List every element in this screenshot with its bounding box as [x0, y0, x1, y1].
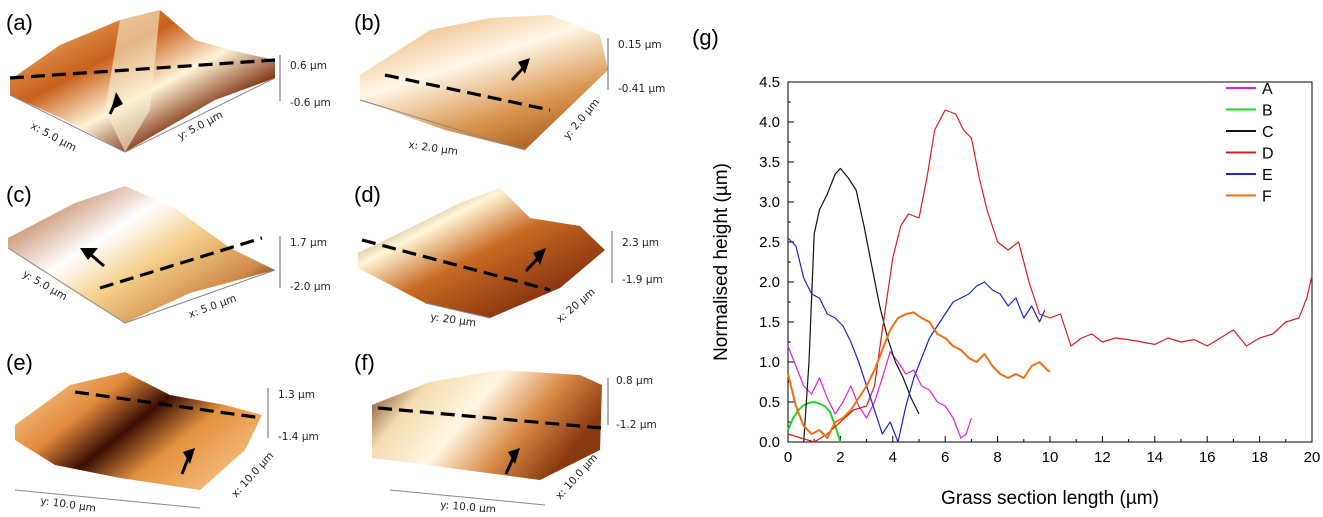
- y-tick-label: 3.5: [759, 154, 780, 171]
- y-tick-label: 0.0: [759, 434, 780, 451]
- y-tick-label: 4.5: [759, 74, 780, 91]
- z-max-d: 2.3 µm: [622, 237, 659, 249]
- x-tick-label: 0: [784, 449, 792, 466]
- panel-label-e: (e): [6, 350, 33, 375]
- arrow-f-shaft: [504, 455, 516, 475]
- arrow-d-shaft: [524, 255, 541, 273]
- panel-label-c: (c): [6, 182, 32, 207]
- z-max-f: 0.8 µm: [616, 375, 653, 387]
- arrow-e-shaft: [180, 455, 191, 475]
- afm-ridge-a: [105, 10, 160, 152]
- arrow-a-shaft: [108, 98, 119, 115]
- z-min-c: -2.0 µm: [290, 281, 331, 293]
- z-min-f: -1.2 µm: [616, 419, 657, 431]
- panel-label-f: (f): [354, 350, 375, 375]
- x-tick-label: 20: [1304, 449, 1321, 466]
- y-edge-c: [124, 269, 276, 324]
- y-tick-label: 1.5: [759, 314, 780, 331]
- x-tick-label: 2: [836, 449, 844, 466]
- arrow-d: [533, 248, 546, 265]
- x-tick-label: 12: [1094, 449, 1111, 466]
- legend-label-d: D: [1262, 146, 1274, 163]
- afm-surface-f-body: [372, 370, 602, 480]
- afm-surface-e-body: [15, 372, 262, 490]
- z-max-e: 1.3 µm: [278, 389, 315, 401]
- profile-line-b: [384, 73, 551, 112]
- series-line-b: [787, 401, 842, 443]
- x-tick-label: 6: [941, 449, 949, 466]
- series-line-c: [803, 167, 920, 443]
- y-edge-e: [14, 489, 201, 509]
- x-edge-c: [7, 247, 126, 324]
- x-tick-label: 14: [1146, 449, 1163, 466]
- profile-line-f: [377, 406, 603, 430]
- legend-label-c: C: [1262, 124, 1274, 141]
- profile-line-a: [9, 58, 276, 80]
- panel-label-g: (g): [692, 25, 719, 50]
- x-tick-label: 8: [993, 449, 1001, 466]
- profile-line-c: [99, 236, 263, 290]
- series-line-a: [787, 345, 972, 439]
- legend-label-e: E: [1262, 167, 1273, 184]
- x-edge-d: [424, 302, 491, 319]
- series-line-f: [787, 311, 1051, 439]
- z-max-b: 0.15 µm: [618, 39, 662, 51]
- legend-label-f: F: [1262, 189, 1272, 206]
- afm-panel-b: (b) 0.15 µm -0.41 µm x: 2.0 µm y: 2.0 µm: [350, 0, 690, 165]
- plot-frame: [787, 81, 1313, 443]
- legend-label-a: A: [1262, 81, 1273, 98]
- z-min-e: -1.4 µm: [278, 431, 319, 443]
- y-tick-label: 4.0: [759, 114, 780, 131]
- series-line-d: [787, 109, 1313, 443]
- afm-panel-e: (e) 1.3 µm -1.4 µm y: 10.0 µm x: 10.0 µm: [0, 340, 340, 515]
- y-edge-f: [389, 489, 546, 506]
- afm-panel-c: (c) 1.7 µm -2.0 µm y: 5.0 µm x: 5.0: [0, 168, 340, 333]
- arrow-b-shaft: [510, 64, 527, 82]
- z-min-a: -0.6 µm: [290, 97, 331, 109]
- afm-surface-b-body: [360, 15, 608, 150]
- y-edge-a: [124, 77, 276, 153]
- x-tick-label: 10: [1042, 449, 1059, 466]
- x-axis-title: Grass section length (µm): [941, 488, 1159, 509]
- afm-surface-a: 0.6 µm -0.6 µm x: 5.0 µm y: 5.0 µm: [9, 10, 331, 154]
- profile-line-e: [74, 390, 263, 420]
- afm-surface-e: 1.3 µm -1.4 µm y: 10.0 µm x: 10.0 µm: [14, 372, 319, 515]
- z-max-a: 0.6 µm: [290, 60, 327, 72]
- afm-surface-c: 1.7 µm -2.0 µm y: 5.0 µm x: 5.0 µm: [7, 186, 331, 324]
- panel-label-a: (a): [6, 10, 33, 35]
- x-edge-b: [359, 99, 526, 151]
- x-tick-label: 18: [1251, 449, 1268, 466]
- arrow-c-shaft: [89, 252, 105, 268]
- afm-surface-d-body: [358, 188, 605, 318]
- panel-label-d: (d): [354, 182, 381, 207]
- y-tick-label: 2.5: [759, 234, 780, 251]
- x-tick-label: 16: [1199, 449, 1216, 466]
- x-edge-a: [9, 94, 126, 153]
- z-max-c: 1.7 µm: [290, 237, 327, 249]
- panel-label-b: (b): [354, 10, 381, 35]
- z-min-b: -0.41 µm: [618, 83, 665, 95]
- afm-panel-d: (d) 2.3 µm -1.9 µm y: 20 µm x: 20 µm: [350, 168, 690, 333]
- y-tick-label: 0.5: [759, 394, 780, 411]
- afm-surface-d: 2.3 µm -1.9 µm y: 20 µm x: 20 µm: [358, 188, 663, 329]
- afm-surface-c-body: [8, 186, 275, 323]
- series-line-e: [787, 237, 1046, 443]
- y-tick-label: 2.0: [759, 274, 780, 291]
- z-min-d: -1.9 µm: [622, 274, 663, 286]
- profile-line-d: [361, 238, 551, 292]
- y-axis-title: Normalised height (µm): [711, 163, 732, 361]
- arrow-c: [80, 248, 98, 260]
- afm-surface-b: 0.15 µm -0.41 µm x: 2.0 µm y: 2.0 µm: [359, 15, 665, 158]
- afm-panel-a: (a) 0.6 µm -0.6 µm x: 5.0 µm: [0, 0, 340, 165]
- y-tick-label: 3.0: [759, 194, 780, 211]
- x-tick-label: 4: [889, 449, 897, 466]
- legend-label-b: B: [1262, 103, 1273, 120]
- y-tick-label: 1.0: [759, 354, 780, 371]
